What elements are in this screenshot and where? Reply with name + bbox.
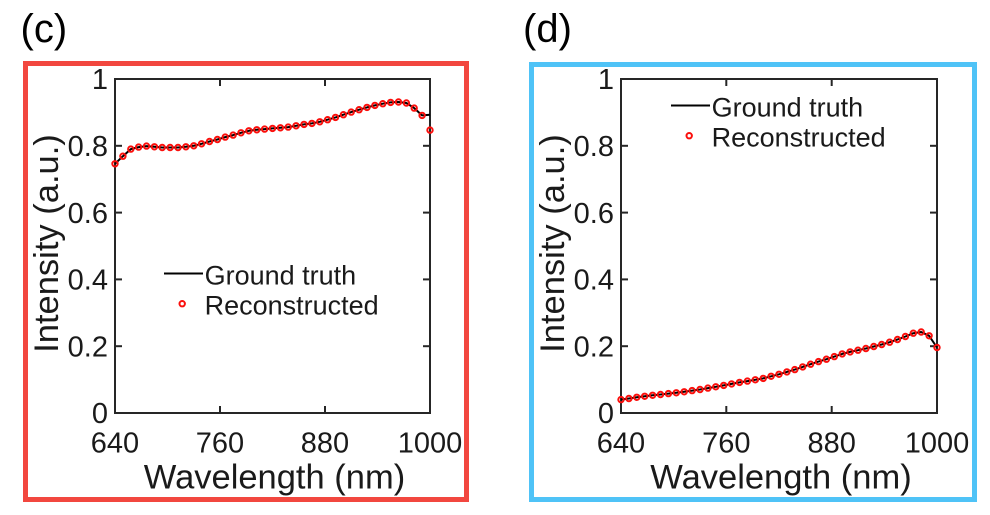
svg-text:880: 880: [301, 428, 349, 460]
svg-text:1: 1: [598, 64, 614, 96]
svg-text:640: 640: [597, 428, 645, 460]
svg-text:880: 880: [808, 428, 856, 460]
svg-text:0.2: 0.2: [68, 331, 108, 363]
svg-text:1000: 1000: [398, 428, 463, 460]
svg-text:Wavelength (nm): Wavelength (nm): [144, 459, 405, 497]
svg-text:Intensity (a.u.): Intensity (a.u.): [534, 134, 572, 353]
svg-text:Reconstructed: Reconstructed: [205, 291, 379, 321]
svg-text:Reconstructed: Reconstructed: [712, 123, 886, 153]
svg-text:0.8: 0.8: [574, 131, 614, 163]
svg-text:0: 0: [598, 398, 614, 430]
svg-text:0.6: 0.6: [68, 198, 108, 230]
svg-text:1: 1: [92, 64, 108, 96]
svg-text:760: 760: [702, 428, 750, 460]
svg-text:Ground truth: Ground truth: [712, 93, 864, 123]
svg-text:640: 640: [91, 428, 139, 460]
svg-text:Intensity (a.u.): Intensity (a.u.): [28, 134, 66, 353]
svg-text:0.6: 0.6: [574, 198, 614, 230]
svg-text:760: 760: [196, 428, 244, 460]
svg-text:0.4: 0.4: [574, 265, 614, 297]
svg-text:(d): (d): [523, 7, 572, 51]
svg-text:0.4: 0.4: [68, 265, 108, 297]
svg-text:0.8: 0.8: [68, 131, 108, 163]
svg-text:1000: 1000: [905, 428, 970, 460]
svg-text:Ground truth: Ground truth: [205, 261, 357, 291]
svg-text:0.2: 0.2: [574, 331, 614, 363]
svg-text:0: 0: [92, 398, 108, 430]
svg-text:(c): (c): [21, 7, 68, 51]
svg-text:Wavelength (nm): Wavelength (nm): [650, 459, 911, 497]
